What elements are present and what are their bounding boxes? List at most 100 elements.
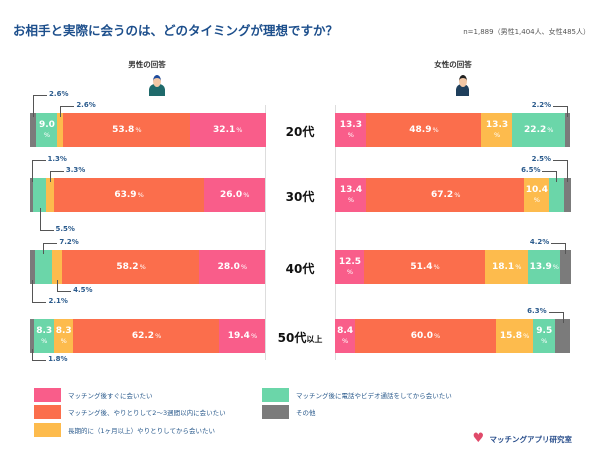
bar-segment: 60.0% <box>354 319 497 353</box>
bar-segment: 63.9% <box>53 178 205 212</box>
divider-left <box>265 105 266 360</box>
callout-line <box>551 243 566 244</box>
callout-line <box>548 312 563 313</box>
bar-segment: 9.5% <box>532 319 556 353</box>
legend-item: 長期的に（1ヶ月以上）やりとりしてから会いたい <box>34 423 215 437</box>
bar-segment: 12.5% <box>335 250 365 284</box>
callout-line <box>33 95 48 96</box>
callout-line <box>33 95 35 117</box>
legend-label: マッチング後、やりとりして2〜3週間以内に会いたい <box>68 409 226 417</box>
callout-value-label: 6.3% <box>527 307 547 315</box>
bar-segment: 8.3% <box>34 319 55 353</box>
heart-logo-icon: ♥ <box>472 431 485 446</box>
callout-line <box>31 160 33 182</box>
callout-line <box>553 106 568 107</box>
bar-segment <box>57 113 64 147</box>
bar-segment: 48.9% <box>366 113 482 147</box>
legend-swatch <box>262 388 289 402</box>
callout-line <box>57 291 72 292</box>
callout-line <box>567 160 569 182</box>
callout-line <box>553 160 568 161</box>
sample-size: n=1,889（男性1,404人、女性485人） <box>463 28 590 36</box>
callout-line <box>542 171 557 172</box>
bar-segment: 13.4% <box>335 178 367 212</box>
chart-title: お相手と実際に会うのは、どのタイミングが理想ですか？ <box>13 23 339 38</box>
callout-line <box>567 106 569 117</box>
callout-line <box>556 171 558 182</box>
callout-value-label: 3.3% <box>65 166 86 174</box>
callout-line <box>32 349 34 360</box>
bar-segment: 8.4% <box>335 319 356 353</box>
bar-segment <box>555 319 571 353</box>
male-panel-title: 男性の回答 <box>128 60 166 69</box>
bar-segment <box>564 178 571 212</box>
bar-segment <box>34 250 53 284</box>
divider-right <box>335 105 336 360</box>
female-panel-title: 女性の回答 <box>434 60 472 69</box>
category-label: 30代 <box>285 190 315 204</box>
legend-swatch <box>34 423 61 437</box>
callout-line <box>39 230 54 231</box>
bar-segment <box>548 178 565 212</box>
category-label: 40代 <box>285 262 315 276</box>
bar-segment: 28.0% <box>199 250 266 284</box>
callout-line <box>43 243 45 254</box>
bar-segment <box>560 250 571 284</box>
legend-item: その他 <box>262 405 316 419</box>
callout-line <box>57 280 59 291</box>
legend-swatch <box>34 388 61 402</box>
bar-segment: 32.1% <box>189 113 266 147</box>
bar-segment: 19.4% <box>219 319 266 353</box>
bar-segment: 67.2% <box>366 178 525 212</box>
callout-value-label: 4.2% <box>529 238 550 246</box>
female-person-icon <box>455 75 471 96</box>
bar-segment <box>33 178 47 212</box>
bar-segment <box>30 113 37 147</box>
bar-segment: 51.4% <box>364 250 486 284</box>
callout-line <box>49 171 51 182</box>
legend-item: マッチング後すぐに会いたい <box>34 388 153 402</box>
callout-line <box>49 171 64 172</box>
bar-segment <box>45 178 55 212</box>
bar-segment: 53.8% <box>63 113 191 147</box>
bar-segment: 10.4% <box>524 178 550 212</box>
bar-segment <box>30 319 35 353</box>
bar-segment <box>564 113 571 147</box>
logo-text: マッチングアプリ研究室 <box>489 434 573 444</box>
bar-segment: 22.2% <box>512 113 566 147</box>
callout-line <box>565 243 567 254</box>
callout-line <box>32 302 47 303</box>
callout-value-label: 1.8% <box>48 355 68 363</box>
legend-label: マッチング後に電話やビデオ通話をしてから会いたい <box>296 392 452 400</box>
callout-value-label: 1.3% <box>47 155 67 163</box>
callout-line <box>562 312 564 323</box>
legend-label: マッチング後すぐに会いたい <box>68 392 153 400</box>
bar-segment: 62.2% <box>73 319 220 353</box>
callout-value-label: 2.6% <box>76 101 96 109</box>
callout-value-label: 2.1% <box>48 297 68 305</box>
bar-segment: 15.8% <box>495 319 534 353</box>
bar-segment: 13.3% <box>481 113 513 147</box>
bar-segment: 13.9% <box>527 250 561 284</box>
legend-swatch <box>34 405 61 419</box>
bar-segment: 9.0% <box>36 113 58 147</box>
category-label: 50代以上 <box>277 331 323 345</box>
legend-swatch <box>262 405 289 419</box>
callout-value-label: 7.2% <box>59 238 79 246</box>
bar-segment: 13.3% <box>335 113 367 147</box>
male-person-icon <box>147 75 167 96</box>
callout-line <box>32 280 34 302</box>
callout-value-label: 4.5% <box>73 286 93 294</box>
bar-segment <box>30 250 36 284</box>
bar-segment <box>51 250 63 284</box>
callout-value-label: 2.6% <box>49 90 69 98</box>
legend-label: その他 <box>296 409 316 417</box>
callout-value-label: 5.5% <box>55 225 75 233</box>
legend-label: 長期的に（1ヶ月以上）やりとりしてから会いたい <box>68 427 215 435</box>
bar-segment: 58.2% <box>62 250 200 284</box>
bar-segment: 26.0% <box>203 178 266 212</box>
callout-value-label: 2.2% <box>531 101 552 109</box>
callout-line <box>31 160 46 161</box>
logo: ♥ マッチングアプリ研究室 <box>472 431 573 446</box>
bar-segment <box>30 178 34 212</box>
